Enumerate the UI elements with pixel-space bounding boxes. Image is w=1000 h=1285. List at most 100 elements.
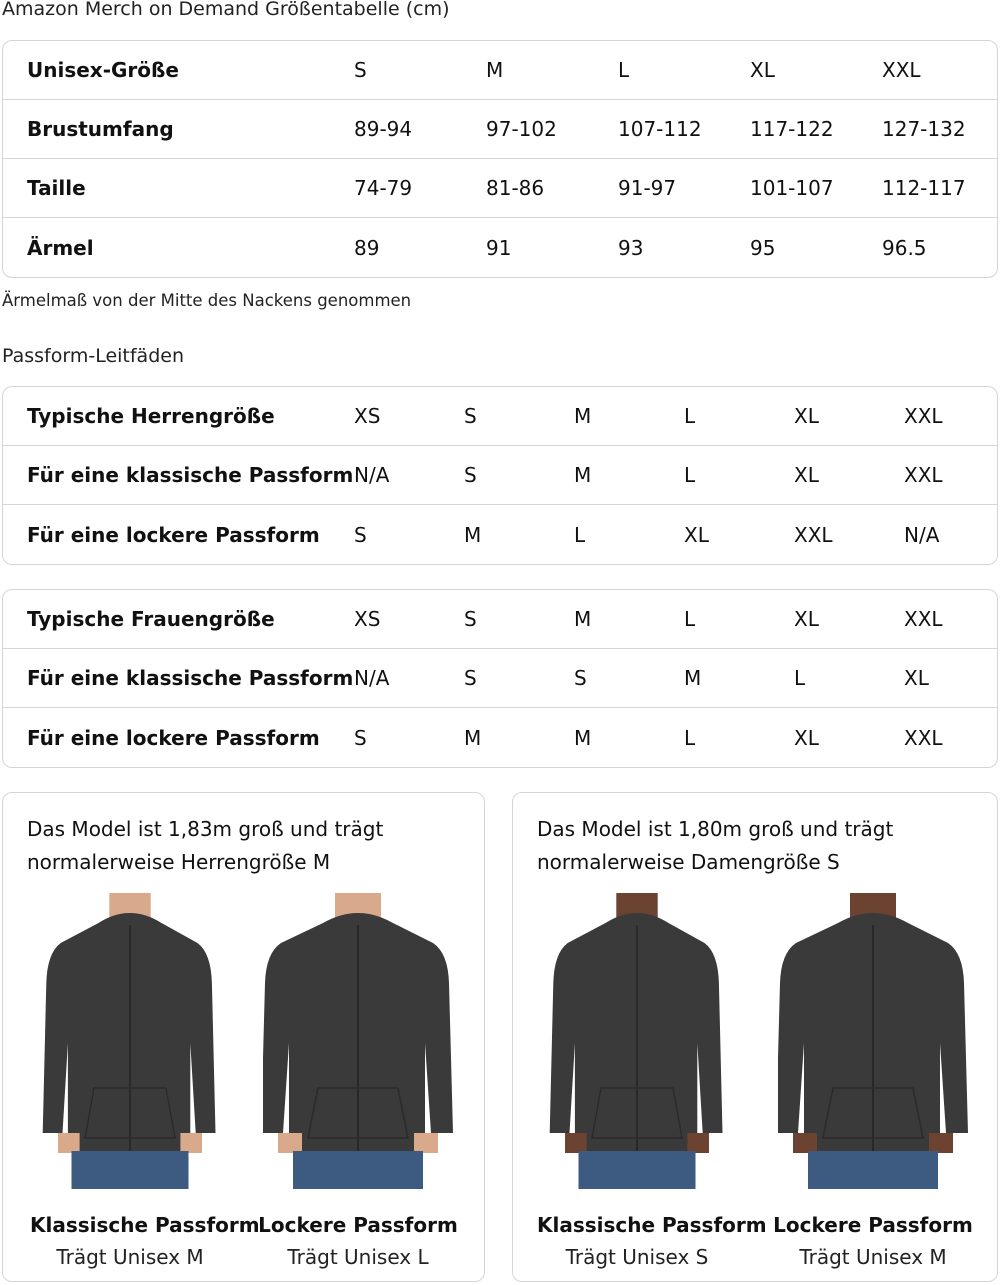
row-label: Für eine lockere Passform xyxy=(27,522,320,547)
table-cell: 93 xyxy=(618,235,644,260)
table-cell: M xyxy=(464,725,482,750)
table-cell: XXL xyxy=(794,522,833,547)
table-cell: 91 xyxy=(486,235,512,260)
table-cell: 81-86 xyxy=(486,176,545,200)
table-cell: XXL xyxy=(904,404,943,428)
table-cell: M xyxy=(574,404,592,428)
table-cell: M xyxy=(486,58,504,82)
table-cell: S xyxy=(464,463,477,487)
fit-size: Trägt Unisex M xyxy=(799,1245,947,1269)
table-cell: 95 xyxy=(750,235,776,260)
model-figure: Lockere Passform Trägt Unisex L xyxy=(258,893,458,1269)
fit-size: Trägt Unisex S xyxy=(565,1245,709,1269)
table-row: Für eine klassische Passform N/A S S M L XL xyxy=(3,649,997,708)
fit-size: Trägt Unisex M xyxy=(56,1245,204,1269)
row-label: Ärmel xyxy=(27,235,94,260)
row-label: Unisex-Größe xyxy=(27,58,179,82)
women-fit-table: Typische Frauengröße XS S M L XL XXL Für eine k… xyxy=(2,589,998,768)
page-title: Amazon Merch on Demand Größentabelle (cm… xyxy=(2,0,450,20)
table-cell: XXL xyxy=(904,607,943,631)
table-cell: XS xyxy=(354,404,381,428)
model-photo xyxy=(549,893,723,1189)
table-row: Typische Frauengröße XS S M L XL XXL xyxy=(3,590,997,649)
table-cell: 117-122 xyxy=(750,117,834,141)
table-cell: 101-107 xyxy=(750,176,834,200)
table-cell: 112-117 xyxy=(882,176,966,200)
table-cell: L xyxy=(684,607,696,631)
table-cell: 96.5 xyxy=(882,235,927,260)
table-cell: 97-102 xyxy=(486,117,557,141)
table-cell: L xyxy=(794,666,806,690)
table-cell: XXL xyxy=(904,463,943,487)
table-cell: 89-94 xyxy=(354,117,413,141)
table-cell: XXL xyxy=(882,58,921,82)
row-label: Für eine klassische Passform xyxy=(27,666,354,690)
row-label: Taille xyxy=(27,176,86,200)
table-row: Typische Herrengröße XS S M L XL XXL xyxy=(3,387,997,446)
row-label: Brustumfang xyxy=(27,117,174,141)
table-cell: M xyxy=(574,463,592,487)
table-cell: S xyxy=(464,404,477,428)
table-cell: XL xyxy=(794,607,819,631)
model-figure: Klassische Passform Trägt Unisex S xyxy=(537,893,767,1269)
table-cell: S xyxy=(354,725,367,750)
table-cell: L xyxy=(618,58,630,82)
row-label: Typische Herrengröße xyxy=(27,404,275,428)
table-cell: XL xyxy=(750,58,775,82)
fit-title: Klassische Passform xyxy=(537,1213,767,1237)
model-photo xyxy=(778,893,968,1189)
table-cell: L xyxy=(684,463,696,487)
table-cell: 74-79 xyxy=(354,176,413,200)
fit-title: Lockere Passform xyxy=(258,1213,458,1237)
row-label: Typische Frauengröße xyxy=(27,607,275,631)
fit-title: Klassische Passform xyxy=(30,1213,260,1237)
table-cell: L xyxy=(684,725,696,750)
table-cell: M xyxy=(464,522,482,547)
table-cell: XL xyxy=(904,666,929,690)
table-cell: M xyxy=(684,666,702,690)
table-cell: N/A xyxy=(354,463,390,487)
table-cell: 91-97 xyxy=(618,176,677,200)
table-cell: S xyxy=(464,666,477,690)
table-cell: S xyxy=(574,666,587,690)
row-label: Für eine klassische Passform xyxy=(27,463,354,487)
table-row: Ärmel 89 91 93 95 96.5 xyxy=(3,218,997,277)
model-card-women: Das Model ist 1,80m groß und trägt norma… xyxy=(512,792,998,1282)
table-cell: XS xyxy=(354,607,381,631)
table-cell: S xyxy=(464,607,477,631)
row-label: Für eine lockere Passform xyxy=(27,725,320,750)
model-photo xyxy=(42,893,216,1189)
table-cell: M xyxy=(574,725,592,750)
fit-size: Trägt Unisex L xyxy=(287,1245,429,1269)
table-row: Für eine lockere Passform S M L XL XXL N/A xyxy=(3,505,997,564)
table-cell: 127-132 xyxy=(882,117,966,141)
model-card-men: Das Model ist 1,83m groß und trägt norma… xyxy=(2,792,485,1282)
model-caption: Das Model ist 1,83m groß und trägt norma… xyxy=(27,817,384,874)
model-figure: Klassische Passform Trägt Unisex M xyxy=(30,893,260,1269)
table-cell: XL xyxy=(794,404,819,428)
model-photo xyxy=(263,893,453,1189)
table-cell: 107-112 xyxy=(618,117,702,141)
table-cell: N/A xyxy=(354,666,390,690)
table-cell: XL xyxy=(794,463,819,487)
table-cell: S xyxy=(354,58,367,82)
table-cell: N/A xyxy=(904,522,940,547)
table-cell: L xyxy=(574,522,586,547)
fit-heading: Passform-Leitfäden xyxy=(2,345,184,367)
men-fit-table: Typische Herrengröße XS S M L XL XXL Für eine k… xyxy=(2,386,998,565)
sleeve-note: Ärmelmaß von der Mitte des Nackens genom… xyxy=(2,291,412,310)
table-cell: XXL xyxy=(904,725,943,750)
table-cell: XL xyxy=(684,522,709,547)
table-cell: 89 xyxy=(354,235,380,260)
table-row: Taille 74-79 81-86 91-97 101-107 112-117 xyxy=(3,159,997,218)
model-caption: Das Model ist 1,80m groß und trägt norma… xyxy=(537,817,894,874)
table-row: Brustumfang 89-94 97-102 107-112 117-122 127-… xyxy=(3,100,997,159)
table-cell: M xyxy=(574,607,592,631)
table-cell: S xyxy=(354,522,367,547)
table-row: Für eine klassische Passform N/A S M L XL XXL xyxy=(3,446,997,505)
model-figure: Lockere Passform Trägt Unisex M xyxy=(773,893,973,1269)
table-cell: L xyxy=(684,404,696,428)
size-table: Unisex-Größe S M L XL XXL Brustumfang 89-94 97-1… xyxy=(2,40,998,278)
table-cell: XL xyxy=(794,725,819,750)
fit-title: Lockere Passform xyxy=(773,1213,973,1237)
